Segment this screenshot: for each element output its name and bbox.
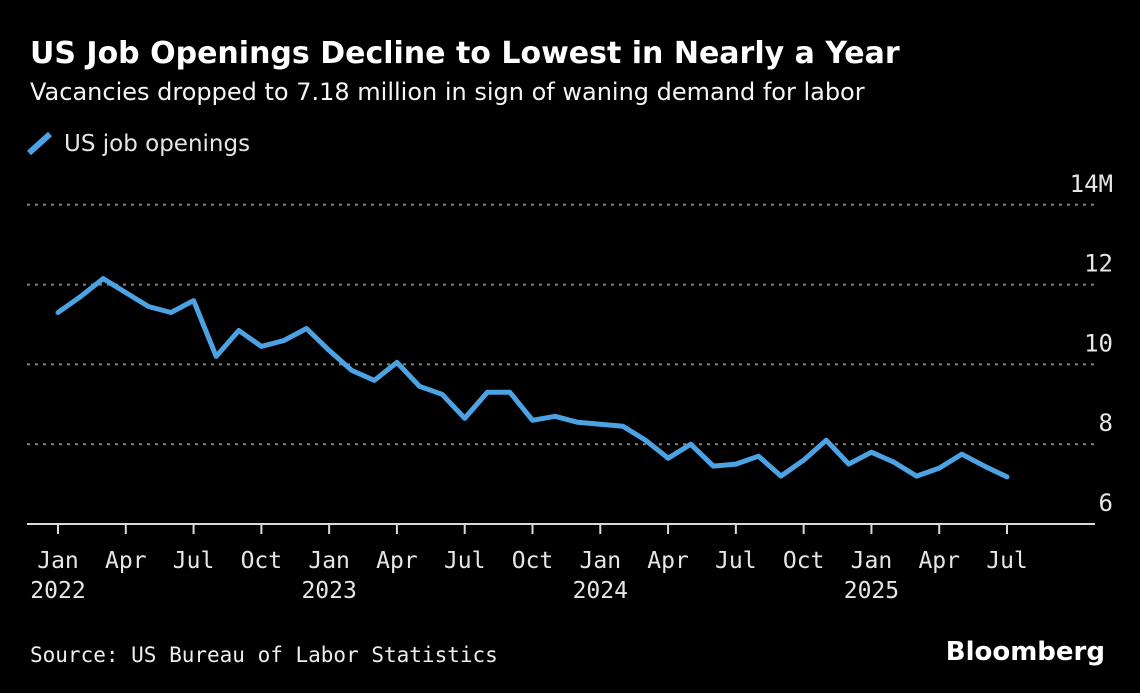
x-axis-year-label: 2023 xyxy=(301,578,356,604)
y-axis-label: 12 xyxy=(1084,250,1113,278)
x-axis-month-label: Oct xyxy=(512,548,554,574)
x-axis-year-label: 2024 xyxy=(573,578,628,604)
x-axis-month-label: Jan xyxy=(851,548,893,574)
x-axis-month-label: Jul xyxy=(173,548,215,574)
bloomberg-logo: Bloomberg xyxy=(945,637,1105,667)
legend-label: US job openings xyxy=(64,131,251,157)
x-axis-month-label: Oct xyxy=(241,548,283,574)
x-axis-month-label: Apr xyxy=(376,548,418,574)
y-axis-label: 10 xyxy=(1084,329,1113,357)
x-axis-month-label: Jul xyxy=(986,548,1028,574)
legend: US job openings xyxy=(25,129,250,159)
x-axis-month-label: Apr xyxy=(918,548,960,574)
x-axis-month-label: Jan xyxy=(580,548,622,574)
x-axis-month-label: Jan xyxy=(37,548,79,574)
series-line xyxy=(55,276,1010,480)
y-axis-label: 8 xyxy=(1099,409,1113,437)
y-axis-label: 14M xyxy=(1070,170,1113,198)
x-axis-year-label: 2022 xyxy=(30,578,85,604)
x-axis-month-label: Oct xyxy=(783,548,825,574)
legend-line-icon xyxy=(26,131,53,156)
chart-subtitle: Vacancies dropped to 7.18 million in sig… xyxy=(30,78,865,106)
y-axis-label: 6 xyxy=(1099,489,1113,517)
chart-title: US Job Openings Decline to Lowest in Nea… xyxy=(30,36,900,71)
x-axis-month-label: Apr xyxy=(105,548,147,574)
source-note: Source: US Bureau of Labor Statistics xyxy=(30,643,498,667)
x-axis-year-label: 2025 xyxy=(844,578,899,604)
x-axis-month-label: Jul xyxy=(715,548,757,574)
x-axis-month-label: Jan xyxy=(308,548,350,574)
x-axis-month-label: Apr xyxy=(647,548,689,574)
x-axis-month-label: Jul xyxy=(444,548,486,574)
line-chart: 14M 12 10 8 6 Jan 2022 Apr Jul Oct Jan 2023 Apr Jul Oc… xyxy=(27,170,1113,604)
